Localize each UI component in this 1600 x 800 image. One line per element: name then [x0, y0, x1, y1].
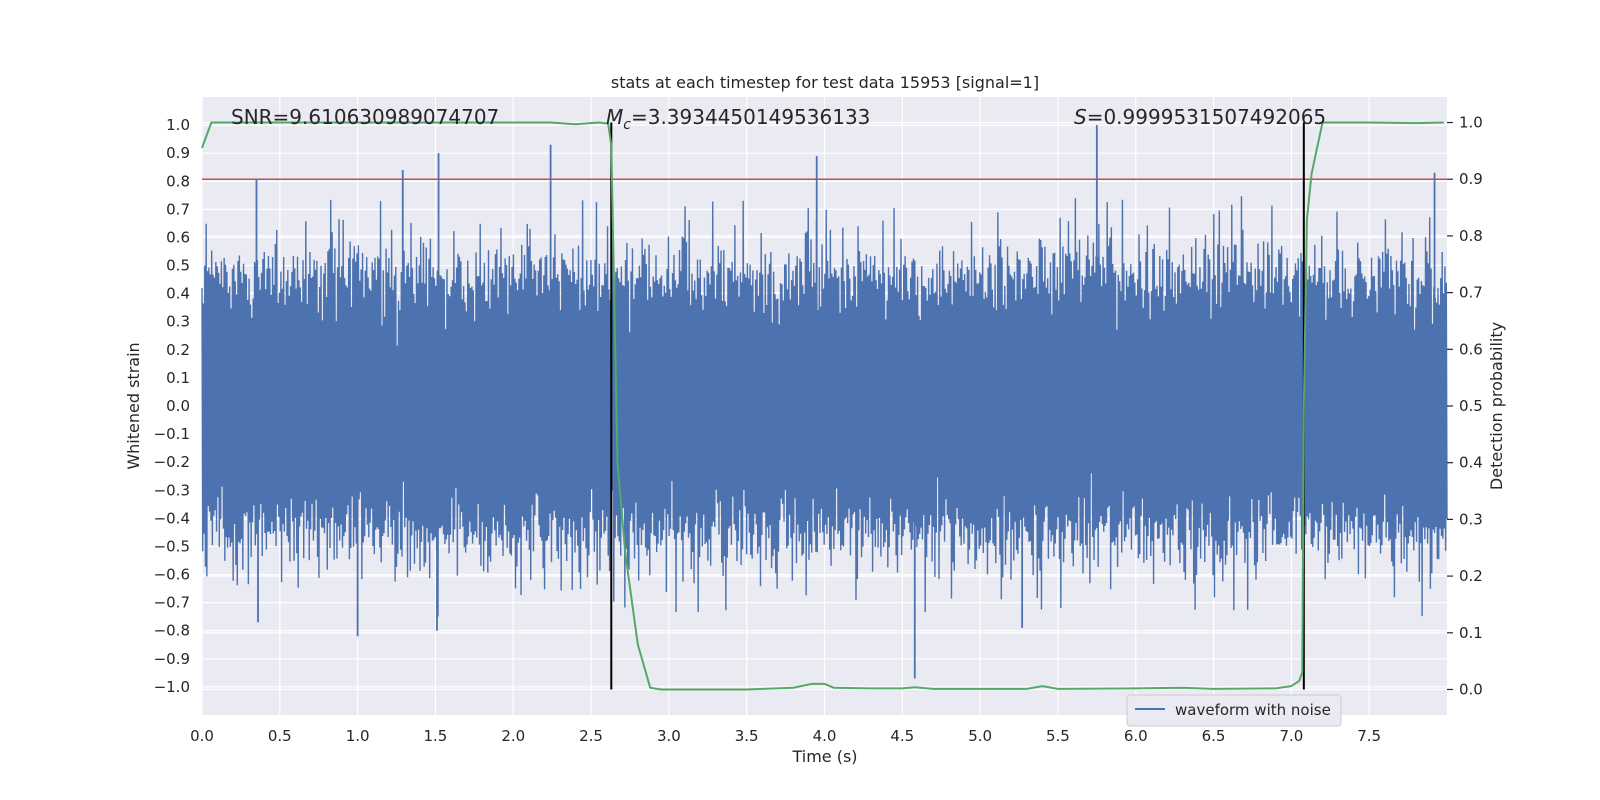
y-left-tick-label: 0.8 [166, 172, 190, 190]
y-right-tick-label: 0.9 [1459, 170, 1483, 188]
x-tick-label: 4.5 [890, 727, 914, 745]
y-left-tick-label: −0.5 [154, 537, 190, 555]
x-tick-label: 6.0 [1124, 727, 1148, 745]
y-right-tick-label: 0.0 [1459, 680, 1483, 698]
y-left-tick-label: −0.1 [154, 425, 190, 443]
y-left-tick-label: 0.3 [166, 313, 190, 331]
chart-title: stats at each timestep for test data 159… [611, 73, 1039, 92]
y-left-tick-label: 0.0 [166, 397, 190, 415]
y-left-axis-label: Whitened strain [124, 342, 143, 469]
waveform-series [201, 125, 1448, 679]
y-right-tick-label: 0.8 [1459, 227, 1483, 245]
y-left-tick-label: 0.9 [166, 144, 190, 162]
y-right-tick-label: 0.7 [1459, 284, 1483, 302]
x-tick-label: 6.5 [1202, 727, 1226, 745]
y-left-axis-ticks: 1.0 0.9 0.8 0.7 0.6 0.5 0.4 0.3 0.2 0.1 0.0 −0.1 −0.… [154, 116, 190, 696]
y-left-tick-label: −1.0 [154, 678, 190, 696]
x-tick-label: 3.5 [735, 727, 759, 745]
score-value: =0.9999531507492065 [1087, 105, 1326, 129]
y-right-tick-label: 1.0 [1459, 114, 1483, 132]
chirp-mass-symbol: M [606, 105, 623, 129]
legend-label: waveform with noise [1175, 701, 1331, 719]
y-right-axis-label: Detection probability [1487, 322, 1506, 490]
x-tick-label: 0.0 [190, 727, 214, 745]
y-left-tick-label: −0.9 [154, 650, 190, 668]
x-tick-label: 1.0 [346, 727, 370, 745]
y-left-tick-label: −0.7 [154, 594, 190, 612]
y-left-tick-label: −0.3 [154, 481, 190, 499]
y-left-tick-label: −0.4 [154, 509, 190, 527]
y-left-tick-label: −0.8 [154, 622, 190, 640]
y-left-tick-label: 0.1 [166, 369, 190, 387]
legend: waveform with noise [1126, 694, 1342, 727]
y-left-tick-label: 1.0 [166, 116, 190, 134]
legend-box [1126, 694, 1342, 727]
x-tick-label: 4.0 [813, 727, 837, 745]
snr-annotation: SNR=9.610630989074707 [231, 105, 499, 129]
x-tick-label: 7.5 [1357, 727, 1381, 745]
overlay-lines [201, 121, 1447, 691]
probability-line [201, 121, 1444, 691]
x-tick-label: 7.0 [1279, 727, 1303, 745]
score-annotation: S=0.9999531507492065 [1074, 105, 1326, 129]
y-left-tick-label: 0.4 [166, 285, 190, 303]
x-tick-label: 2.5 [579, 727, 603, 745]
x-tick-label: 5.5 [1046, 727, 1070, 745]
waveform-line [201, 196, 1448, 617]
x-tick-label: 3.0 [657, 727, 681, 745]
y-left-tick-label: 0.5 [166, 257, 190, 275]
x-tick-label: 0.5 [268, 727, 292, 745]
chirp-mass-subscript: c [623, 117, 631, 133]
x-tick-label: 2.0 [501, 727, 525, 745]
y-right-tick-label: 0.5 [1459, 397, 1483, 415]
chirp-mass-value: =3.3934450149536133 [631, 105, 870, 129]
y-right-tick-label: 0.4 [1459, 454, 1483, 472]
x-axis-label: Time (s) [791, 747, 857, 766]
y-right-tick-label: 0.1 [1459, 624, 1483, 642]
y-left-tick-label: 0.6 [166, 228, 190, 246]
y-right-tick-label: 0.3 [1459, 510, 1483, 528]
y-left-tick-label: −0.6 [154, 566, 190, 584]
y-left-tick-label: 0.7 [166, 200, 190, 218]
y-left-tick-label: −0.2 [154, 453, 190, 471]
x-axis-ticks: 0.0 0.5 1.0 1.5 2.0 2.5 3.0 3.5 4.0 4.5 5.0 5.5 6.0 6… [190, 727, 1381, 745]
y-right-tick-label: 0.6 [1459, 340, 1483, 358]
y-right-tick-label: 0.2 [1459, 567, 1483, 585]
score-symbol: S [1074, 105, 1087, 129]
x-tick-label: 5.0 [968, 727, 992, 745]
x-tick-label: 1.5 [424, 727, 448, 745]
chirp-mass-annotation: Mc=3.3934450149536133 [606, 105, 870, 133]
y-left-tick-label: 0.2 [166, 341, 190, 359]
y-right-axis-ticks: 1.0 0.9 0.8 0.7 0.6 0.5 0.4 0.3 0.2 0.1 0.0 [1447, 114, 1483, 698]
